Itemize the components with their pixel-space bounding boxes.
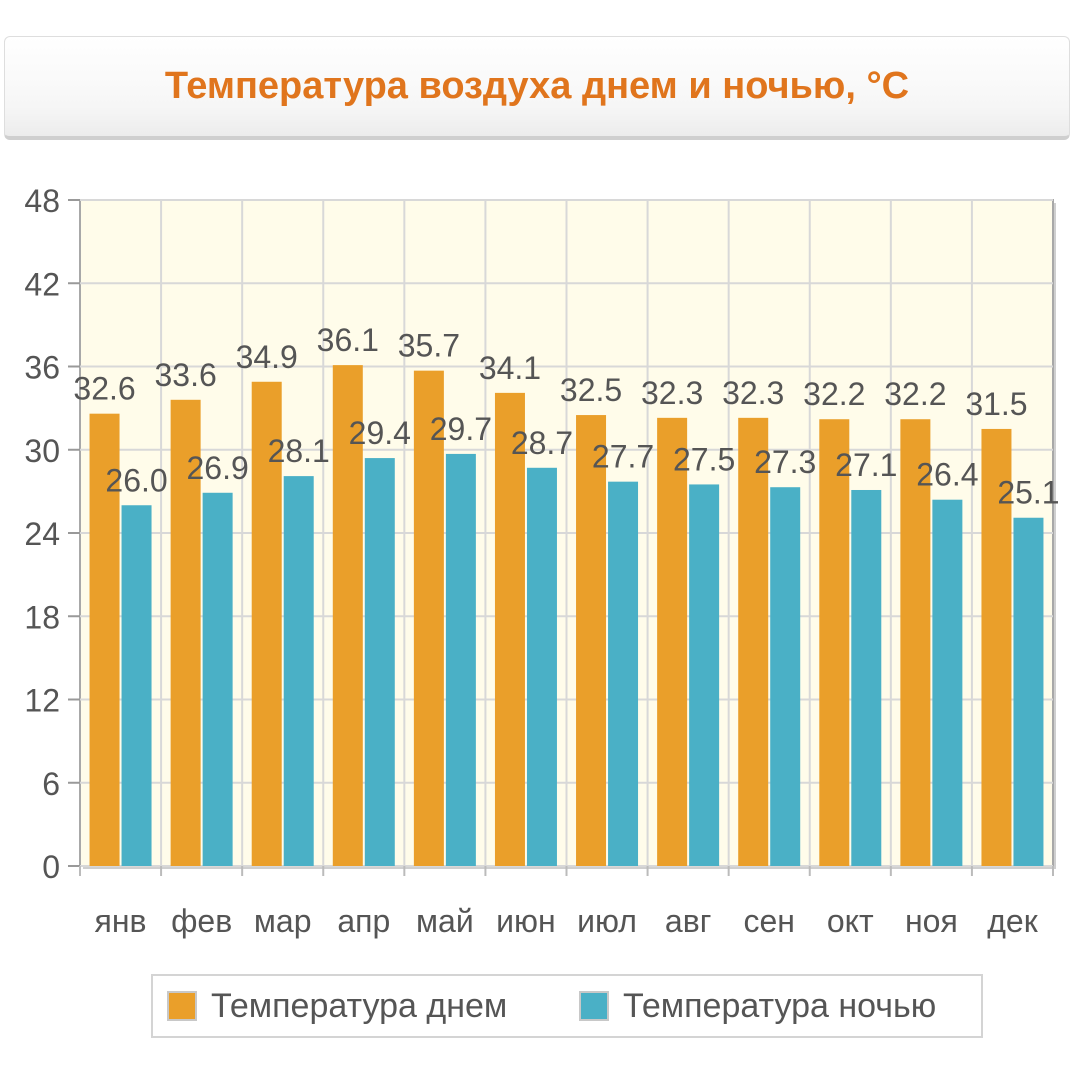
x-tick-label: янв [95, 903, 147, 939]
data-label-day: 31.5 [965, 386, 1027, 422]
x-tick-label: ноя [905, 903, 958, 939]
y-tick-label: 18 [24, 599, 60, 635]
bar-day-окт [819, 419, 850, 866]
legend-swatch-night [579, 991, 609, 1021]
data-label-day: 32.3 [722, 375, 784, 411]
data-label-night: 26.0 [105, 462, 167, 498]
bar-day-апр [332, 365, 363, 866]
data-label-day: 32.6 [73, 371, 135, 407]
bar-day-июл [576, 415, 607, 866]
bar-night-июл [608, 481, 639, 866]
x-tick-label: июл [577, 903, 637, 939]
bar-night-сен [770, 487, 801, 866]
data-label-night: 29.4 [349, 415, 411, 451]
bar-day-мар [251, 381, 282, 866]
legend-label-day: Температура днем [211, 986, 508, 1025]
x-tick-label: сен [743, 903, 794, 939]
data-label-night: 27.1 [835, 447, 897, 483]
bar-night-фев [202, 492, 233, 866]
data-label-night: 28.1 [268, 433, 330, 469]
bar-night-апр [364, 458, 395, 866]
bar-day-сен [738, 417, 769, 866]
bar-day-июн [494, 392, 525, 866]
data-label-day: 34.1 [479, 350, 541, 386]
y-tick-label: 30 [24, 433, 60, 469]
bar-night-май [445, 453, 476, 866]
x-tick-label: фев [171, 903, 232, 939]
x-tick-label: авг [665, 903, 711, 939]
y-tick-label: 36 [24, 350, 60, 386]
y-tick-label: 42 [24, 266, 60, 302]
bar-day-авг [657, 417, 688, 866]
chart-legend: Температура днем Температура ночью [151, 974, 983, 1038]
data-label-night: 26.9 [186, 450, 248, 486]
data-label-night: 25.1 [997, 475, 1059, 511]
data-label-night: 26.4 [916, 457, 978, 493]
data-label-night: 27.7 [592, 439, 654, 475]
bar-night-ноя [932, 499, 963, 866]
y-tick-label: 24 [24, 516, 60, 552]
data-label-day: 32.5 [560, 372, 622, 408]
y-tick-label: 0 [42, 849, 60, 885]
bar-night-янв [121, 505, 152, 866]
bar-day-янв [89, 413, 120, 866]
y-tick-label: 48 [24, 183, 60, 219]
x-tick-label: мар [254, 903, 312, 939]
data-label-night: 27.5 [673, 441, 735, 477]
data-label-day: 35.7 [398, 328, 460, 364]
bar-day-ноя [900, 419, 931, 866]
x-tick-label: май [416, 903, 474, 939]
data-label-day: 36.1 [317, 322, 379, 358]
data-label-day: 32.3 [641, 375, 703, 411]
bar-day-май [413, 370, 444, 866]
bar-night-авг [689, 484, 720, 866]
x-tick-label: июн [496, 903, 556, 939]
legend-label-night: Температура ночью [623, 986, 937, 1025]
data-label-night: 27.3 [754, 444, 816, 480]
legend-item-day[interactable]: Температура днем [167, 976, 507, 1036]
chart-title-panel: Температура воздуха днем и ночью, °C [4, 36, 1070, 140]
bar-night-июн [526, 467, 557, 866]
bar-night-мар [283, 476, 314, 866]
legend-swatch-day [167, 991, 197, 1021]
x-tick-label: окт [827, 903, 874, 939]
data-label-night: 28.7 [511, 425, 573, 461]
chart-title: Температура воздуха днем и ночью, °C [164, 65, 910, 107]
data-label-day: 33.6 [154, 357, 216, 393]
temperature-bar-chart: 0 6 12 18 24 30 36 42 48 32.6 26.0 янв 33.6 26.9 фев 34… [24, 183, 1059, 939]
x-tick-label: апр [337, 903, 390, 939]
x-tick-label: дек [987, 903, 1038, 939]
y-tick-label: 6 [42, 766, 60, 802]
data-label-day: 32.2 [884, 376, 946, 412]
y-tick-label: 12 [24, 683, 60, 719]
bar-night-дек [1013, 517, 1044, 866]
bar-night-окт [851, 489, 882, 866]
bar-day-дек [981, 428, 1012, 866]
data-label-day: 32.2 [803, 376, 865, 412]
data-label-day: 34.9 [236, 339, 298, 375]
legend-item-night[interactable]: Температура ночью [579, 976, 936, 1036]
data-label-night: 29.7 [430, 411, 492, 447]
bar-day-фев [170, 399, 201, 866]
